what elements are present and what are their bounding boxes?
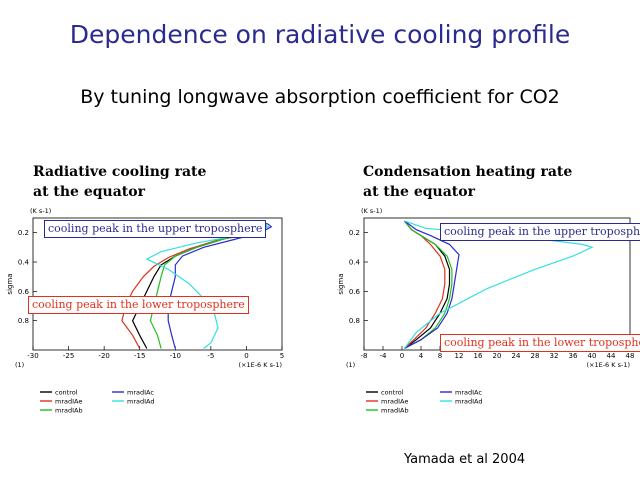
left-x-unit-label: (×1E-6 K s-1) <box>238 361 282 369</box>
left-panel-title-line2: at the equator <box>33 184 145 200</box>
right-x-tick-label: 4 <box>419 352 424 360</box>
right-legend-label-mradIAe: mradIAe <box>381 398 408 406</box>
left-x-corner-label: (1) <box>15 361 24 369</box>
right-legend-label-mradIAd: mradIAd <box>455 398 483 406</box>
right-x-tick-label: 8 <box>438 352 442 360</box>
right-y-tick-label: 0.8 <box>349 317 360 325</box>
right-x-tick-label: -4 <box>380 352 388 360</box>
left-x-tick-label: 5 <box>280 352 284 360</box>
right-x-tick-label: 0 <box>400 352 404 360</box>
left-legend-label-control: control <box>55 389 78 397</box>
right-y-tick-label: 0.6 <box>349 288 361 296</box>
left-series-mradIAc <box>167 220 273 349</box>
left-legend-label-mradIAc: mradIAc <box>127 389 154 397</box>
right-x-tick-label: 12 <box>455 352 464 360</box>
left-y-tick-label: 0.2 <box>18 229 29 237</box>
right-panel-title: Condensation heating rate at the equator <box>363 162 572 202</box>
left-x-tick-label: 0 <box>244 352 248 360</box>
right-x-tick-label: 44 <box>607 352 616 360</box>
right-y-unit-label: (K s-1) <box>361 207 382 215</box>
right-panel-title-line1: Condensation heating rate <box>363 164 573 180</box>
left-y-tick-label: 0.4 <box>18 259 30 267</box>
left-x-tick-label: -30 <box>27 352 38 360</box>
right-legend-label-mradIAb: mradIAb <box>381 407 409 415</box>
left-legend-label-mradIAb: mradIAb <box>55 407 83 415</box>
right-x-tick-label: 28 <box>531 352 540 360</box>
left-y-unit-label: (K s-1) <box>30 207 51 215</box>
citation-credit: Yamada et al 2004 <box>404 452 526 467</box>
right-x-tick-label: 20 <box>493 352 502 360</box>
right-annotation-lower: cooling peak in the lower troposphere <box>440 334 640 352</box>
slide-title: Dependence on radiative cooling profile <box>69 20 571 49</box>
left-x-tick-label: -20 <box>98 352 109 360</box>
left-x-tick-label: -10 <box>170 352 181 360</box>
slide-subtitle: By tuning longwave absorption coefficien… <box>80 86 560 108</box>
right-panel-title-line2: at the equator <box>363 184 475 200</box>
right-legend-label-control: control <box>381 389 404 397</box>
right-x-tick-label: 48 <box>626 352 635 360</box>
right-y-axis-label: sigma <box>337 273 345 294</box>
left-annotation-upper: cooling peak in the upper troposphere <box>44 220 267 238</box>
right-x-tick-label: -8 <box>361 352 368 360</box>
left-y-axis-label: sigma <box>6 273 14 294</box>
left-panel-title: Radiative cooling rate at the equator <box>33 162 206 202</box>
left-x-tick-label: -25 <box>63 352 74 360</box>
right-x-tick-label: 24 <box>512 352 521 360</box>
right-x-tick-label: 32 <box>550 352 559 360</box>
left-series-mradIAe <box>121 220 269 349</box>
left-annotation-lower: cooling peak in the lower troposphere <box>28 296 249 314</box>
left-legend-label-mradIAe: mradIAe <box>55 398 82 406</box>
right-series-mradIAb <box>403 220 453 350</box>
left-x-tick-label: -5 <box>207 352 214 360</box>
left-x-tick-label: -15 <box>134 352 145 360</box>
right-x-tick-label: 16 <box>474 352 483 360</box>
left-y-tick-label: 0.8 <box>18 317 29 325</box>
right-x-unit-label: (×1E-6 K s-1) <box>586 361 630 369</box>
right-series-mradIAc <box>404 220 460 350</box>
right-x-tick-label: 40 <box>588 352 597 360</box>
left-y-tick-label: 0.6 <box>18 288 30 296</box>
right-annotation-upper: cooling peak in the upper troposphere <box>440 223 640 241</box>
right-y-tick-label: 0.2 <box>349 229 360 237</box>
left-panel-title-line1: Radiative cooling rate <box>33 164 207 180</box>
left-plot-frame <box>32 217 283 351</box>
left-series-control <box>131 220 269 349</box>
right-x-corner-label: (1) <box>346 361 355 369</box>
left-series-mradIAb <box>149 220 269 349</box>
right-legend-label-mradIAc: mradIAc <box>455 389 482 397</box>
left-legend-label-mradIAd: mradIAd <box>127 398 155 406</box>
left-series-mradIAd <box>145 220 269 349</box>
right-y-tick-label: 0.4 <box>349 259 361 267</box>
right-x-tick-label: 36 <box>569 352 578 360</box>
